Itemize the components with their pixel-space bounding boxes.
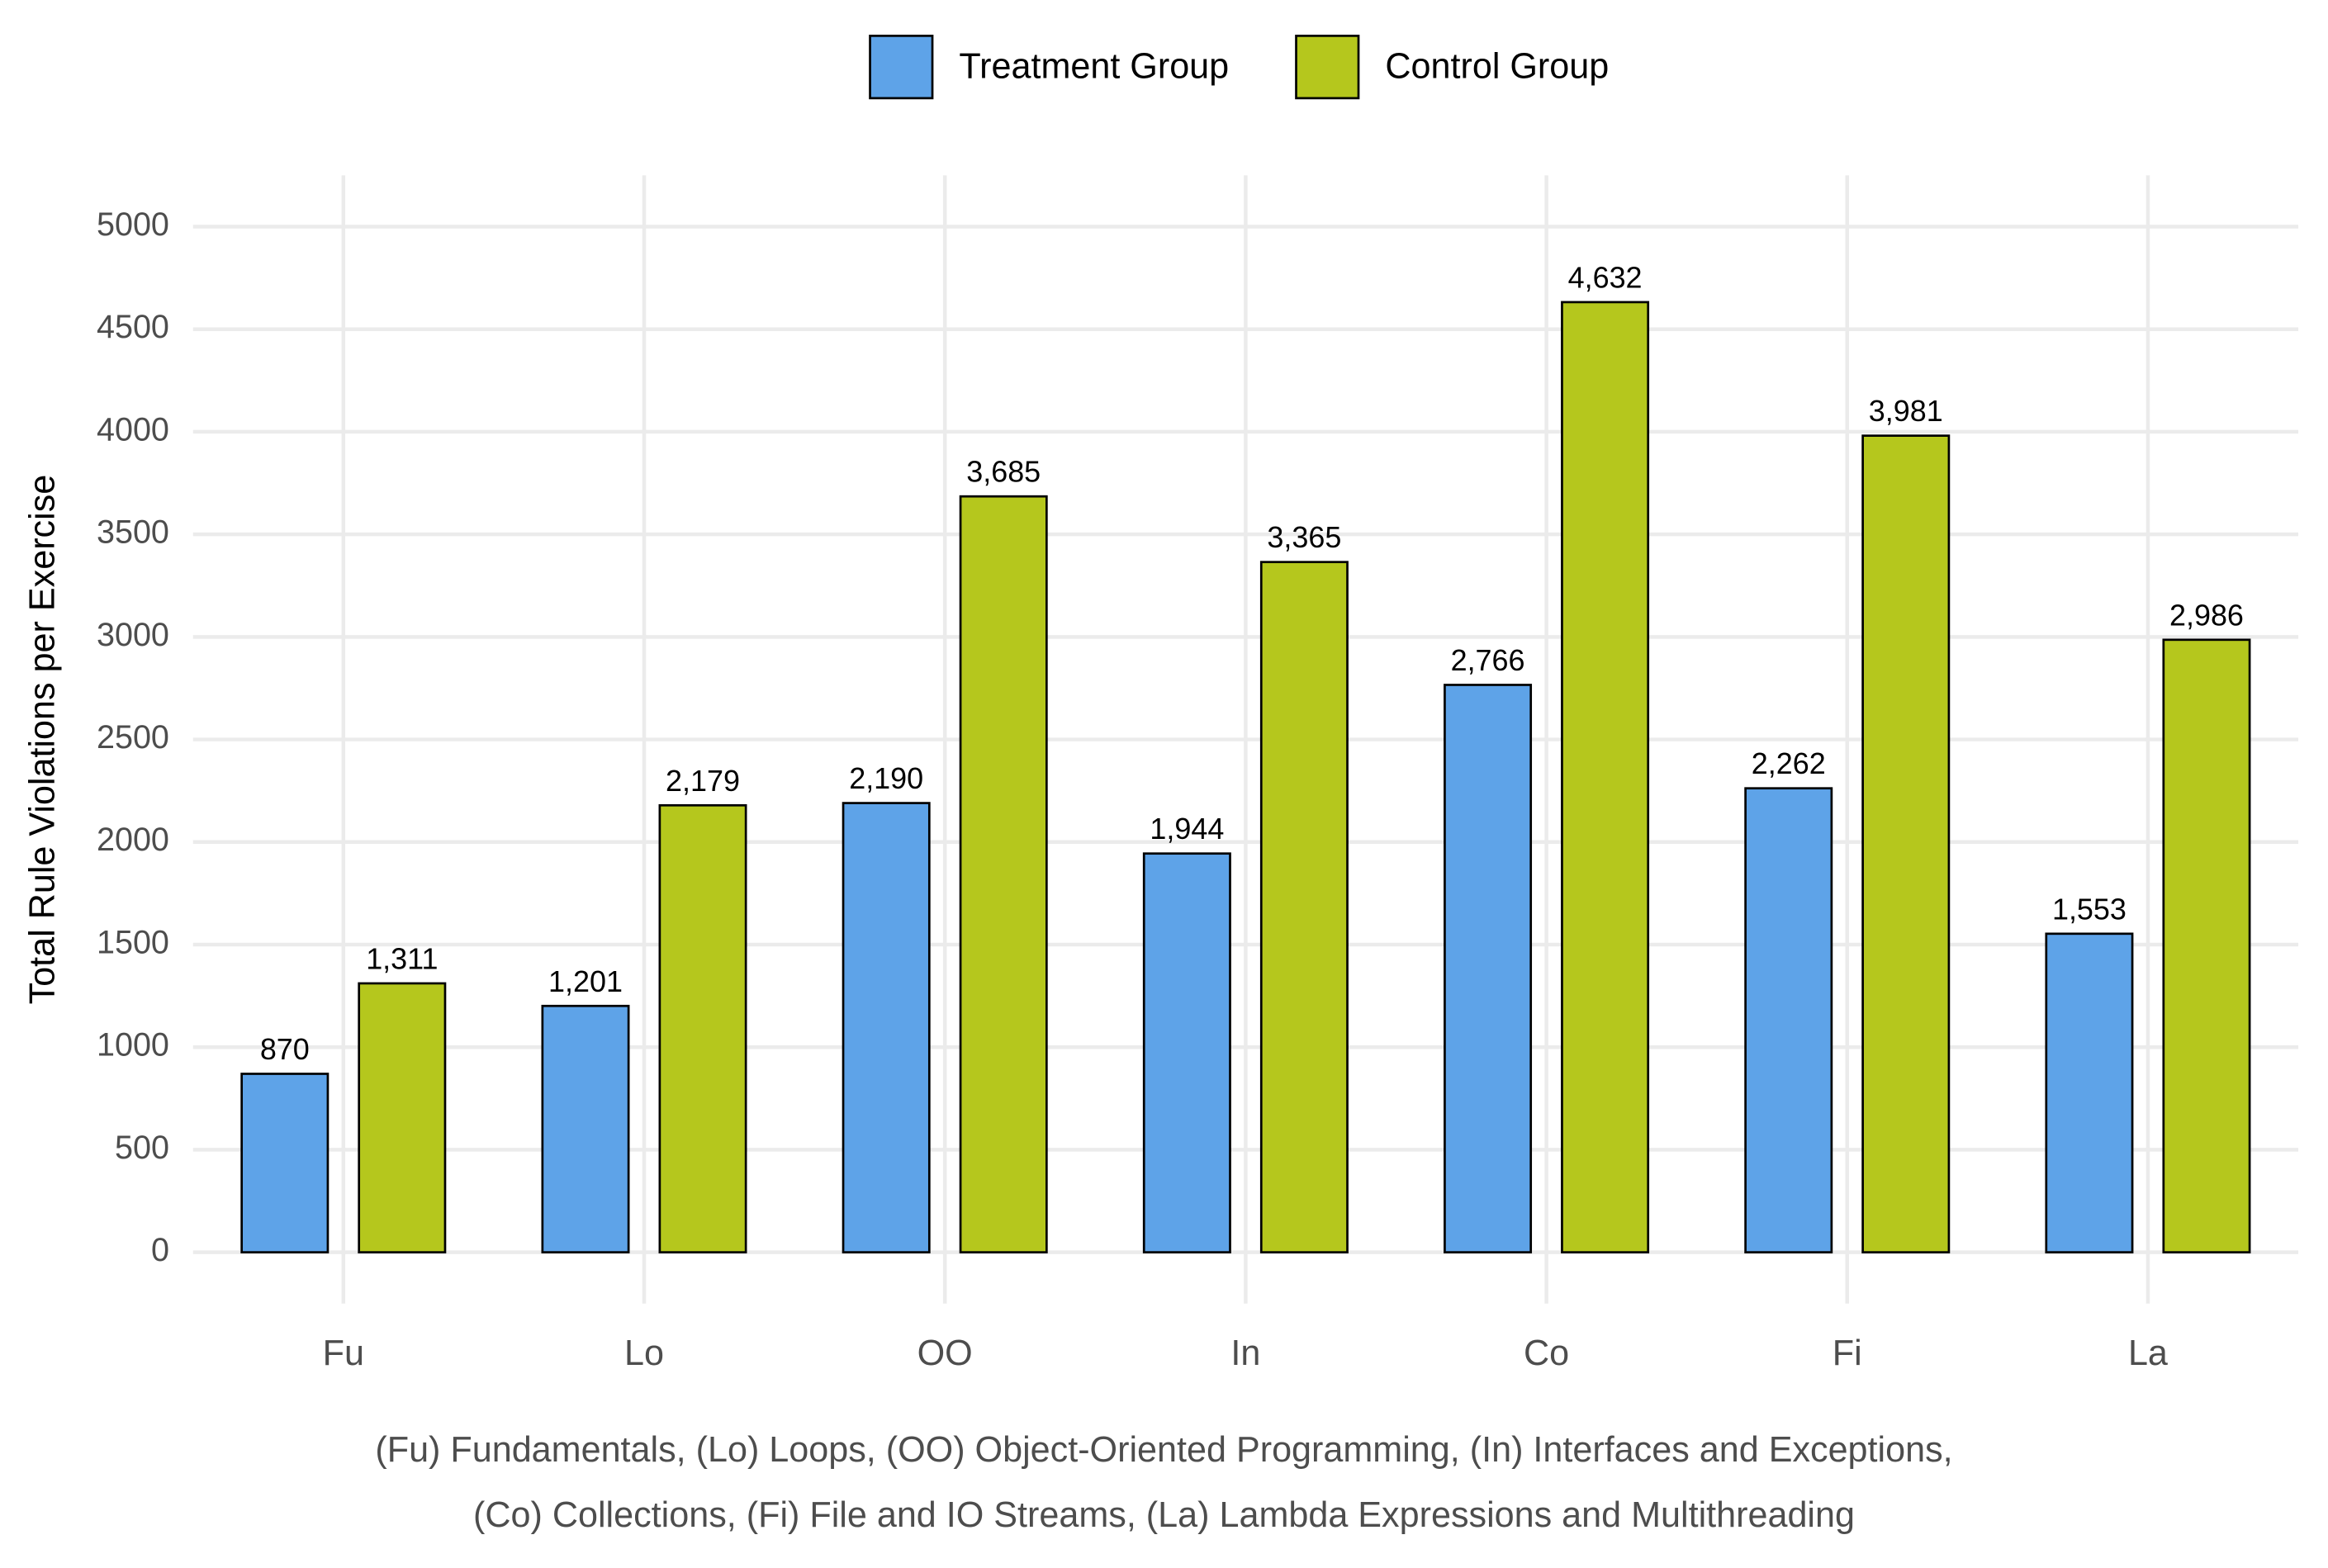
value-label: 3,685 — [966, 455, 1041, 489]
bar — [1142, 852, 1231, 1253]
x-tick-label: Lo — [624, 1334, 664, 1373]
bar — [658, 803, 747, 1253]
value-label: 4,632 — [1568, 260, 1643, 294]
bar — [240, 1073, 330, 1253]
y-tick-label: 0 — [151, 1232, 169, 1268]
value-label: 1,553 — [2052, 892, 2126, 926]
value-label: 2,179 — [666, 764, 740, 798]
bar — [2045, 932, 2134, 1253]
bar — [1744, 787, 1833, 1253]
x-tick-label: La — [2128, 1334, 2168, 1373]
bar — [1561, 301, 1650, 1253]
value-label: 3,981 — [1869, 394, 1943, 428]
value-label: 2,190 — [849, 761, 923, 795]
value-label: 1,311 — [366, 941, 438, 975]
value-label: 2,766 — [1451, 643, 1525, 677]
caption: (Co) Collections, (Fi) File and IO Strea… — [473, 1495, 1855, 1535]
bar — [842, 802, 931, 1253]
value-label: 2,262 — [1752, 746, 1826, 780]
value-label: 1,201 — [548, 964, 623, 998]
value-label: 870 — [260, 1032, 310, 1066]
y-tick-label: 4000 — [97, 411, 169, 448]
value-label: 3,365 — [1267, 520, 1341, 554]
y-tick-label: 3000 — [97, 617, 169, 653]
y-tick-label: 500 — [115, 1130, 169, 1166]
legend-swatch — [869, 35, 934, 100]
bar — [1444, 684, 1533, 1253]
caption: (Fu) Fundamentals, (Lo) Loops, (OO) Obje… — [375, 1430, 1952, 1470]
x-tick-label: Fi — [1833, 1334, 1862, 1373]
bar — [1861, 434, 1951, 1253]
legend-label: Control Group — [1385, 46, 1609, 86]
value-label: 2,986 — [2169, 598, 2244, 632]
x-tick-label: Fu — [323, 1334, 364, 1373]
bar — [2162, 638, 2251, 1253]
y-tick-label: 2000 — [97, 822, 169, 858]
y-tick-label: 5000 — [97, 206, 169, 243]
bar — [541, 1004, 630, 1253]
x-tick-label: Co — [1524, 1334, 1569, 1373]
x-tick-label: OO — [917, 1334, 973, 1373]
bar — [358, 982, 447, 1253]
value-label: 1,944 — [1150, 812, 1224, 846]
y-axis-label: Total Rule Violations per Exercise — [22, 475, 62, 1005]
y-tick-label: 1000 — [97, 1027, 169, 1063]
y-tick-label: 1500 — [97, 924, 169, 960]
bar — [959, 495, 1048, 1253]
y-tick-label: 3500 — [97, 514, 169, 551]
x-tick-label: In — [1230, 1334, 1260, 1373]
bar — [1259, 561, 1349, 1253]
y-tick-label: 2500 — [97, 719, 169, 756]
legend-label: Treatment Group — [959, 46, 1229, 86]
y-tick-label: 4500 — [97, 309, 169, 345]
legend-swatch — [1295, 35, 1360, 100]
